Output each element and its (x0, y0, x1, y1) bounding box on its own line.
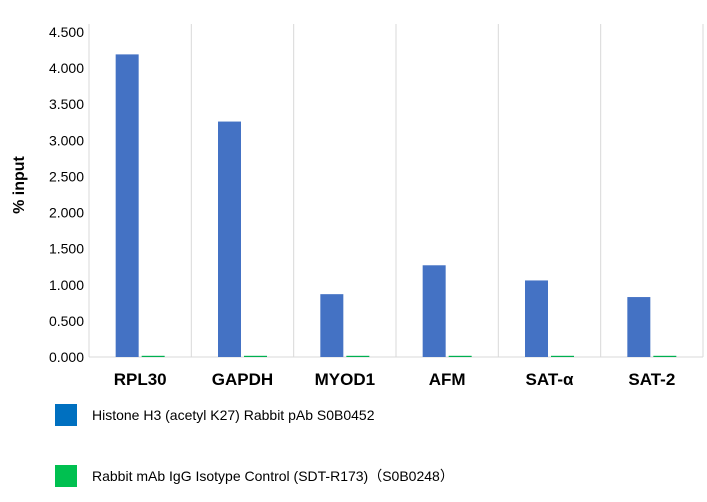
bar (218, 121, 241, 357)
x-tick-label: SAT-α (526, 370, 574, 389)
x-tick-label: MYOD1 (315, 370, 375, 389)
y-tick-label: 3.500 (49, 96, 84, 112)
bar (627, 297, 651, 357)
bar (448, 355, 472, 357)
bars (115, 54, 677, 358)
y-tick-label: 0.500 (49, 313, 84, 329)
y-tick-label: 2.500 (49, 168, 84, 184)
bar (141, 355, 165, 357)
legend-swatch (55, 404, 77, 426)
x-tick-label: RPL30 (114, 370, 167, 389)
x-tick-label: AFM (429, 370, 466, 389)
y-axis-title: % input (11, 155, 28, 213)
bar (653, 355, 677, 357)
legend: Histone H3 (acetyl K27) Rabbit pAb S0B04… (55, 404, 454, 487)
y-tick-label: 2.000 (49, 205, 84, 221)
legend-label: Histone H3 (acetyl K27) Rabbit pAb S0B04… (92, 407, 375, 423)
y-tick-label: 4.500 (49, 24, 84, 40)
bar (320, 294, 344, 357)
grid-lines (88, 24, 704, 358)
bar (115, 54, 139, 358)
bar (525, 280, 548, 357)
x-axis-ticks: RPL30 GAPDH MYOD1 AFM SAT-α SAT-2 (114, 370, 676, 389)
bar (346, 355, 370, 357)
y-tick-label: 3.000 (49, 132, 84, 148)
legend-swatch (55, 465, 77, 487)
y-axis-ticks: 0.000 0.500 1.000 1.500 2.000 2.500 3.000 3.500… (49, 24, 84, 365)
y-tick-label: 1.500 (49, 241, 84, 257)
y-tick-label: 1.000 (49, 277, 84, 293)
x-tick-label: SAT-2 (628, 370, 675, 389)
y-tick-label: 0.000 (49, 349, 84, 365)
bar (244, 355, 267, 357)
x-tick-label: GAPDH (212, 370, 273, 389)
bar (422, 265, 446, 357)
y-tick-label: 4.000 (49, 60, 84, 76)
legend-label: Rabbit mAb IgG Isotype Control (SDT-R173… (92, 468, 454, 484)
bar (551, 355, 574, 357)
